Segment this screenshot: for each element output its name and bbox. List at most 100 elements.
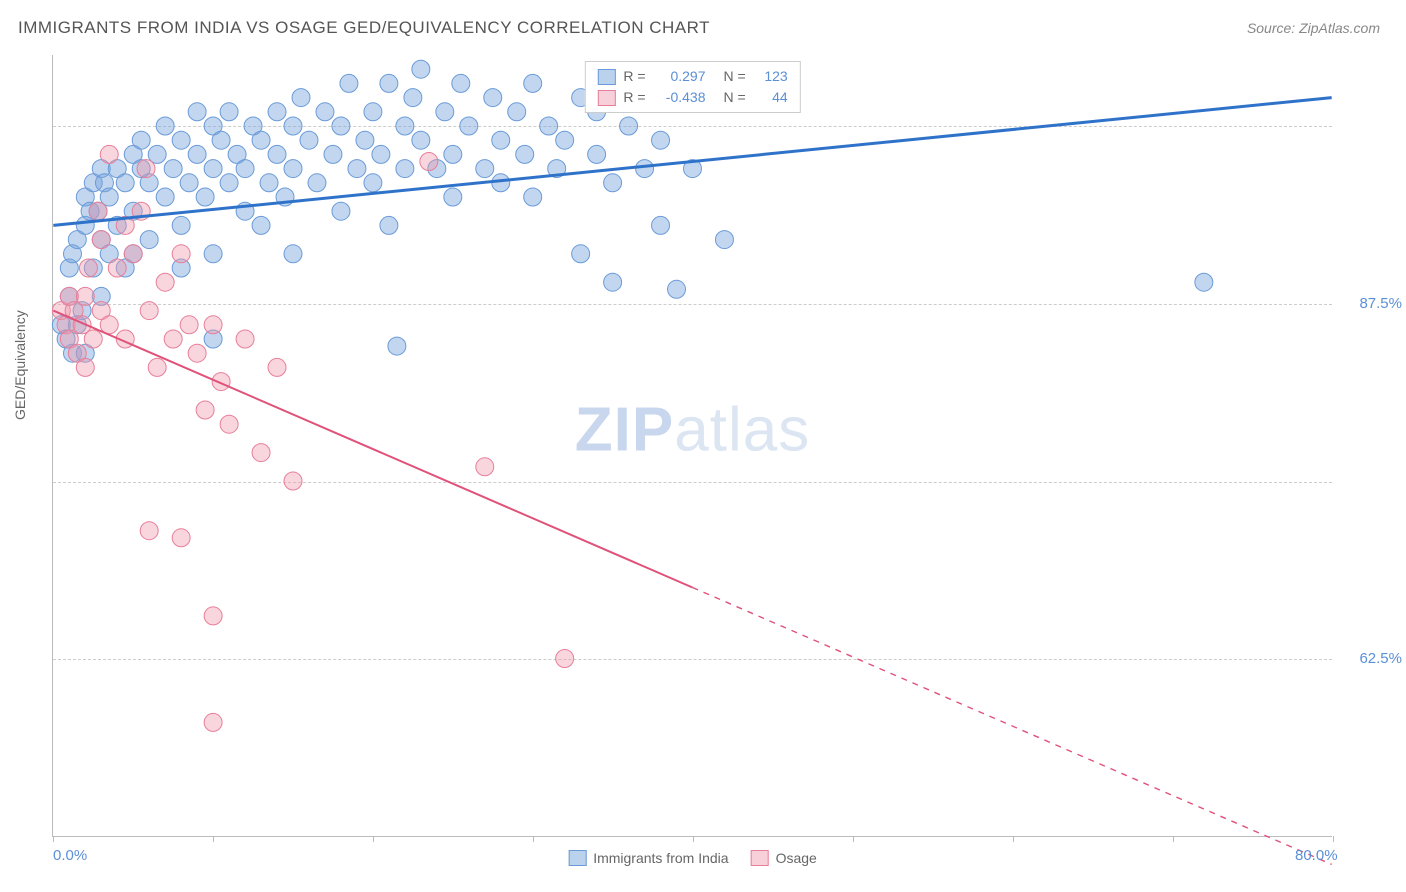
legend-series-label: Osage [776,850,817,866]
legend-swatch [597,90,615,106]
scatter-point [444,188,462,206]
scatter-point [156,117,174,135]
scatter-point [524,74,542,92]
scatter-point [140,302,158,320]
scatter-point [572,245,590,263]
scatter-point [268,103,286,121]
scatter-point [348,160,366,178]
legend-swatch [568,850,586,866]
scatter-point [372,145,390,163]
scatter-point [620,117,638,135]
legend-r-value: 0.297 [654,66,706,87]
scatter-point [420,153,438,171]
scatter-point [324,145,342,163]
scatter-point [476,160,494,178]
scatter-point [652,131,670,149]
scatter-point [364,174,382,192]
x-tick-mark [213,836,214,842]
chart-container: IMMIGRANTS FROM INDIA VS OSAGE GED/EQUIV… [0,0,1406,892]
scatter-point [436,103,454,121]
legend-series-item: Immigrants from India [568,850,728,866]
scatter-point [140,522,158,540]
scatter-point [284,245,302,263]
scatter-point [636,160,654,178]
scatter-point [212,131,230,149]
scatter-point [116,174,134,192]
scatter-point [516,145,534,163]
scatter-point [204,607,222,625]
plot-area: ZIPatlas 62.5%87.5% R =0.297N =123R =-0.… [52,55,1332,837]
scatter-point [540,117,558,135]
scatter-point [268,145,286,163]
legend-n-value: 44 [754,87,788,108]
scatter-point [140,231,158,249]
scatter-point [180,174,198,192]
scatter-point [79,259,97,277]
scatter-point [452,74,470,92]
scatter-point [188,145,206,163]
scatter-point [268,358,286,376]
scatter-point [380,74,398,92]
scatter-point [556,650,574,668]
y-axis-label: GED/Equivalency [12,310,28,420]
scatter-point [76,358,94,376]
scatter-point [172,216,190,234]
scatter-point [164,330,182,348]
scatter-point [172,131,190,149]
scatter-point [76,287,94,305]
scatter-point [396,117,414,135]
scatter-point [156,273,174,291]
x-tick-mark [1333,836,1334,842]
scatter-point [492,131,510,149]
x-tick-label: 80.0% [1295,847,1338,864]
scatter-point [172,529,190,547]
scatter-point [388,337,406,355]
x-tick-mark [1013,836,1014,842]
scatter-point [196,188,214,206]
scatter-point [204,245,222,263]
scatter-point [332,117,350,135]
legend-swatch [597,69,615,85]
scatter-point [444,145,462,163]
scatter-point [220,174,238,192]
scatter-point [100,145,118,163]
legend-n-label: N = [724,87,746,108]
scatter-point [236,160,254,178]
scatter-point [356,131,374,149]
legend-stats-row: R =0.297N =123 [597,66,787,87]
legend-r-label: R = [623,87,645,108]
scatter-point [252,216,270,234]
scatter-point [364,103,382,121]
x-tick-mark [693,836,694,842]
x-tick-mark [373,836,374,842]
scatter-point [89,202,107,220]
scatter-point [284,160,302,178]
scatter-point [204,316,222,334]
chart-title: IMMIGRANTS FROM INDIA VS OSAGE GED/EQUIV… [18,18,710,38]
x-tick-mark [853,836,854,842]
scatter-point [180,316,198,334]
y-tick-label: 87.5% [1342,295,1402,312]
scatter-point [412,60,430,78]
legend-n-label: N = [724,66,746,87]
legend-r-label: R = [623,66,645,87]
scatter-point [460,117,478,135]
scatter-point [404,89,422,107]
scatter-point [332,202,350,220]
scatter-point [196,401,214,419]
legend-series-label: Immigrants from India [593,850,728,866]
trend-line [53,311,692,588]
legend-stats-row: R =-0.438N =44 [597,87,787,108]
scatter-point [124,245,142,263]
scatter-point [316,103,334,121]
scatter-point [300,131,318,149]
scatter-point [172,245,190,263]
scatter-point [260,174,278,192]
legend-series: Immigrants from India Osage [568,850,817,866]
scatter-point [284,117,302,135]
scatter-point [604,174,622,192]
scatter-point [556,131,574,149]
source-attribution: Source: ZipAtlas.com [1247,20,1380,36]
scatter-point [252,444,270,462]
scatter-point [156,188,174,206]
